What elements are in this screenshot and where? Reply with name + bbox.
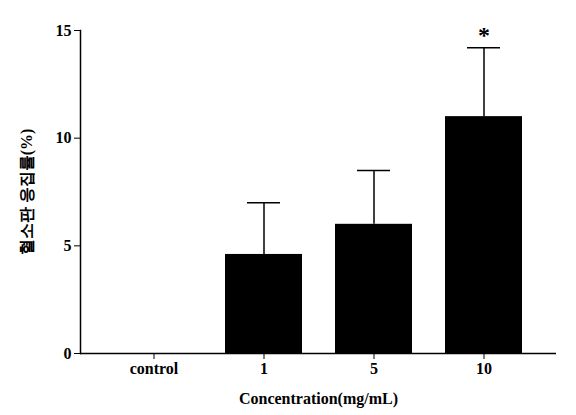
svg-text:5: 5 [64, 237, 72, 254]
svg-text:5: 5 [370, 360, 378, 377]
svg-text:0: 0 [64, 345, 72, 362]
svg-text:15: 15 [56, 22, 72, 39]
svg-text:10: 10 [56, 129, 72, 146]
svg-text:Concentration(mg/mL): Concentration(mg/mL) [239, 390, 398, 408]
svg-text:혈소판 응집률(%): 혈소판 응집률(%) [18, 129, 36, 256]
svg-text:*: * [478, 22, 490, 48]
svg-text:1: 1 [260, 360, 268, 377]
svg-text:10: 10 [476, 360, 492, 377]
svg-text:control: control [130, 360, 179, 377]
